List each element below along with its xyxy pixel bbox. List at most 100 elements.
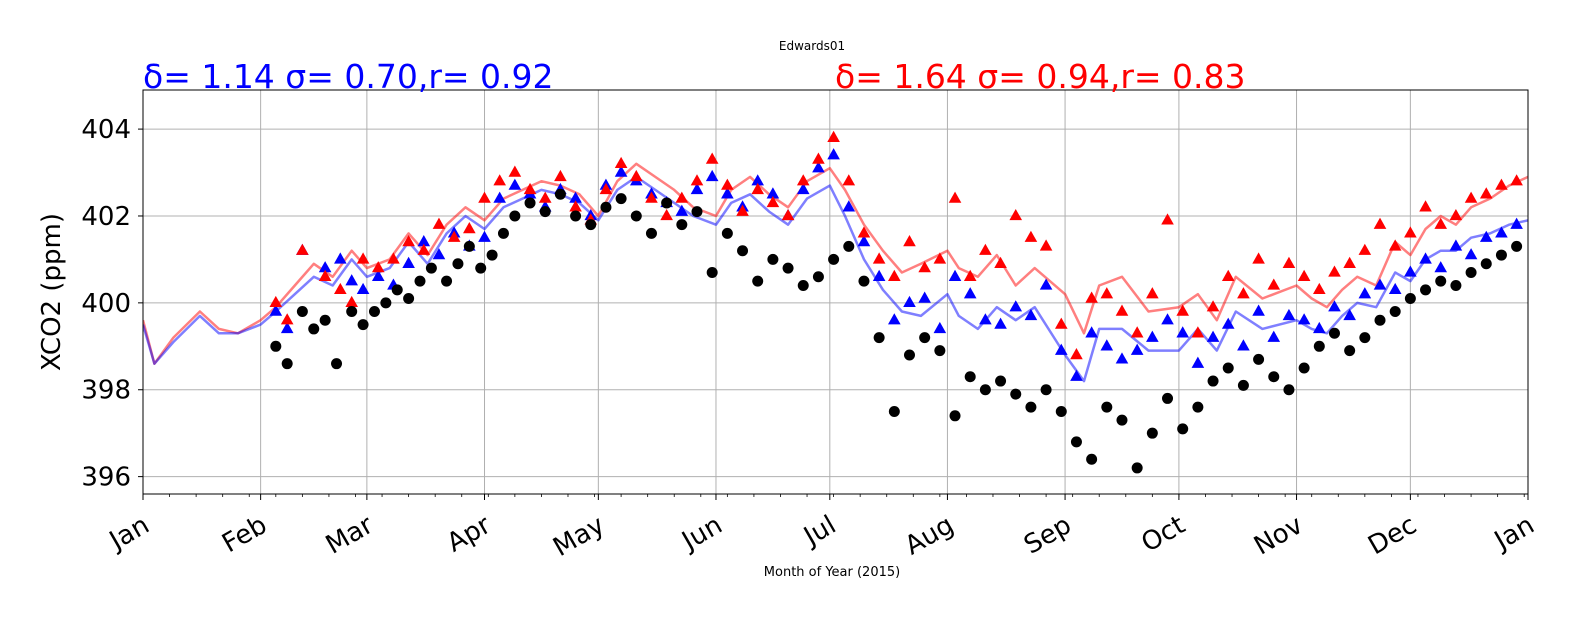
data-point: [1252, 304, 1265, 316]
data-point: [318, 261, 332, 273]
y-tick-label: 400: [81, 289, 131, 319]
data-point: [1252, 252, 1265, 264]
data-point: [614, 156, 628, 169]
data-point: [1388, 282, 1402, 295]
x-tick-label: Mar: [321, 510, 379, 561]
data-point: [1054, 343, 1068, 355]
x-tick-label: Jan: [1488, 510, 1539, 557]
data-point: [994, 317, 1007, 329]
data-point: [600, 201, 612, 213]
data-point: [690, 174, 704, 186]
data-point: [368, 306, 380, 318]
x-tick-label: Sep: [1019, 510, 1076, 560]
data-point: [414, 275, 426, 287]
data-point: [782, 262, 794, 274]
data-point: [508, 178, 522, 190]
data-point: [269, 295, 283, 308]
data-point: [842, 174, 856, 186]
y-tick-label: 402: [81, 202, 131, 232]
data-point: [1222, 362, 1234, 374]
data-point: [1162, 392, 1174, 404]
data-point: [1025, 401, 1037, 413]
data-point: [933, 252, 947, 264]
data-point: [1237, 287, 1250, 299]
data-point: [402, 256, 415, 268]
data-point: [1420, 284, 1432, 296]
data-point: [903, 295, 916, 308]
data-point: [948, 269, 962, 281]
data-point: [1268, 371, 1280, 383]
data-point: [1206, 300, 1220, 312]
data-point: [964, 371, 976, 383]
data-point: [1510, 174, 1523, 186]
data-point: [425, 262, 437, 274]
data-point: [346, 306, 358, 318]
data-point: [1206, 330, 1220, 342]
data-point: [842, 200, 856, 212]
data-point: [1434, 217, 1448, 229]
data-point: [585, 219, 597, 231]
data-point: [331, 358, 343, 370]
data-point: [1055, 405, 1067, 417]
data-point: [280, 321, 294, 334]
data-point: [523, 182, 537, 195]
data-point: [319, 314, 331, 326]
data-point: [736, 204, 749, 216]
data-point: [1085, 291, 1098, 303]
data-point: [1267, 330, 1281, 342]
data-point: [1464, 248, 1478, 260]
data-point: [1298, 362, 1310, 374]
data-point: [493, 191, 506, 203]
data-point: [318, 269, 332, 281]
data-point: [737, 245, 749, 257]
data-point: [1161, 313, 1174, 325]
data-point: [599, 182, 613, 195]
data-point: [1237, 379, 1249, 391]
data-point: [356, 252, 370, 264]
data-point: [857, 226, 871, 238]
data-point: [1191, 326, 1205, 338]
data-point: [796, 174, 810, 186]
data-point: [1070, 347, 1083, 360]
data-point: [493, 174, 506, 186]
data-point: [478, 230, 491, 242]
data-point: [705, 152, 719, 164]
y-tick-label: 404: [81, 115, 131, 145]
data-point: [1253, 353, 1265, 365]
data-point: [1404, 293, 1416, 305]
data-point: [721, 178, 734, 190]
series-line: [143, 162, 1528, 365]
data-point: [270, 340, 282, 352]
data-point: [1130, 326, 1144, 338]
data-point: [1039, 278, 1053, 290]
data-point: [554, 169, 567, 182]
data-point: [296, 306, 308, 318]
data-point: [812, 152, 825, 164]
data-point: [1115, 352, 1129, 364]
data-point: [1146, 287, 1159, 299]
data-point: [812, 161, 825, 173]
y-tick-label: 396: [81, 463, 131, 493]
data-point: [345, 274, 358, 286]
data-point: [371, 269, 385, 281]
data-point: [843, 240, 855, 252]
data-point: [1404, 265, 1417, 277]
x-tick-label: Aug: [900, 510, 959, 561]
x-axis: Jan Feb Mar Apr May Jun Jul Aug Sep Oct Nov Dec Jan: [103, 494, 1540, 563]
data-point: [569, 200, 582, 212]
data-point: [1070, 369, 1083, 381]
data-point: [1297, 269, 1311, 281]
data-point: [1313, 321, 1326, 334]
data-point: [630, 210, 642, 222]
data-point: [1297, 313, 1311, 325]
data-point: [570, 210, 582, 222]
data-point: [934, 345, 946, 357]
data-point: [452, 258, 464, 270]
data-point: [766, 195, 780, 208]
data-point: [402, 235, 415, 247]
data-point: [463, 222, 476, 234]
x-tick-label: Feb: [217, 510, 272, 559]
data-point: [1161, 213, 1174, 225]
data-point: [441, 275, 453, 287]
y-axis: 396 398 400 402 404: [81, 115, 143, 493]
